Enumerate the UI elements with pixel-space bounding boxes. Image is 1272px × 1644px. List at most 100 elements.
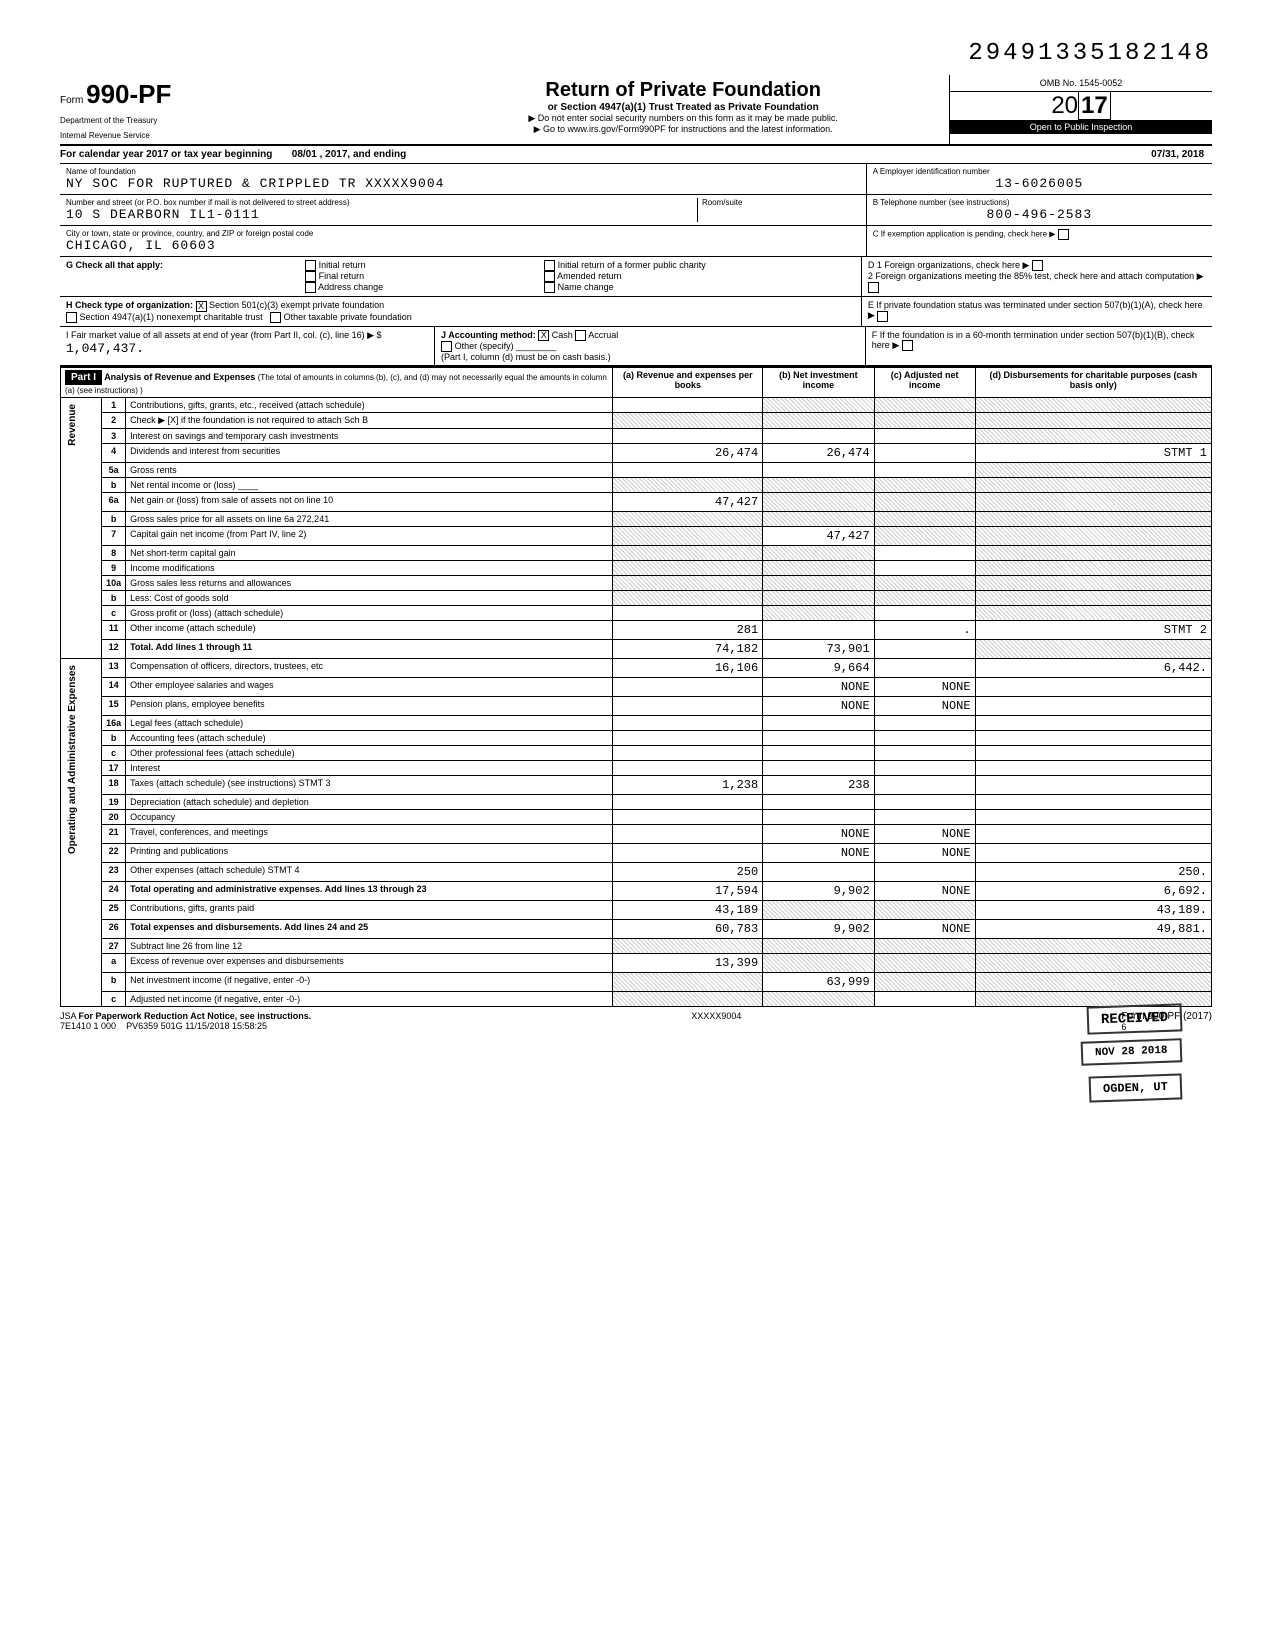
cell-d — [975, 412, 1211, 428]
city-label: City or town, state or province, country… — [66, 229, 860, 238]
cell-c — [874, 745, 975, 760]
table-row: 11Other income (attach schedule)281.STMT… — [61, 620, 1212, 639]
line-description: Income modifications — [126, 560, 613, 575]
line-description: Occupancy — [126, 809, 613, 824]
form-header: Form 990-PF Department of the Treasury I… — [60, 75, 1212, 146]
line-number: 5a — [102, 462, 126, 477]
form-number: Form 990-PF — [60, 79, 409, 110]
line-description: Gross sales price for all assets on line… — [126, 511, 613, 526]
col-a-header: (a) Revenue and expenses per books — [613, 367, 763, 397]
cell-a: 17,594 — [613, 881, 763, 900]
cell-c — [874, 526, 975, 545]
table-row: 12Total. Add lines 1 through 1174,18273,… — [61, 639, 1212, 658]
line-description: Total. Add lines 1 through 11 — [126, 639, 613, 658]
line-description: Net investment income (if negative, ente… — [126, 972, 613, 991]
line-description: Gross sales less returns and allowances — [126, 575, 613, 590]
cell-a — [613, 590, 763, 605]
cell-b — [763, 900, 874, 919]
line-description: Pension plans, employee benefits — [126, 696, 613, 715]
dept-irs: Internal Revenue Service — [60, 131, 409, 140]
ogden-stamp: OGDEN, UT — [1089, 1073, 1183, 1102]
line-number: b — [102, 972, 126, 991]
part1-table: Part I Analysis of Revenue and Expenses … — [60, 367, 1212, 1007]
line-number: 4 — [102, 443, 126, 462]
table-row: aExcess of revenue over expenses and dis… — [61, 953, 1212, 972]
line-description: Net gain or (loss) from sale of assets n… — [126, 492, 613, 511]
cell-a — [613, 462, 763, 477]
cell-a — [613, 526, 763, 545]
line-number: 8 — [102, 545, 126, 560]
cell-b — [763, 862, 874, 881]
cell-c — [874, 605, 975, 620]
line-description: Total operating and administrative expen… — [126, 881, 613, 900]
section-g-d: G Check all that apply: Initial return F… — [60, 257, 1212, 297]
cell-a — [613, 824, 763, 843]
cell-c — [874, 900, 975, 919]
table-row: 7Capital gain net income (from Part IV, … — [61, 526, 1212, 545]
part1-tag: Part I — [65, 370, 102, 385]
line-description: Interest on savings and temporary cash i… — [126, 428, 613, 443]
line-description: Net rental income or (loss) ____ — [126, 477, 613, 492]
cell-d: 250. — [975, 862, 1211, 881]
line-description: Other expenses (attach schedule) STMT 4 — [126, 862, 613, 881]
col-d-header: (d) Disbursements for charitable purpose… — [975, 367, 1211, 397]
cell-c — [874, 730, 975, 745]
cell-c — [874, 775, 975, 794]
revenue-label: Revenue — [61, 397, 102, 658]
cell-d: STMT 1 — [975, 443, 1211, 462]
ein-value: 13-6026005 — [873, 176, 1206, 191]
cell-c — [874, 715, 975, 730]
table-row: bNet rental income or (loss) ____ — [61, 477, 1212, 492]
line-number: 2 — [102, 412, 126, 428]
cell-b — [763, 991, 874, 1006]
cell-d — [975, 696, 1211, 715]
line-description: Contributions, gifts, grants, etc., rece… — [126, 397, 613, 412]
cell-d — [975, 972, 1211, 991]
line-description: Travel, conferences, and meetings — [126, 824, 613, 843]
name-label: Name of foundation — [66, 167, 860, 176]
phone-label: B Telephone number (see instructions) — [873, 198, 1206, 207]
cell-a — [613, 412, 763, 428]
cell-b — [763, 620, 874, 639]
line-description: Total expenses and disbursements. Add li… — [126, 919, 613, 938]
cell-d — [975, 730, 1211, 745]
cell-a — [613, 677, 763, 696]
cell-a — [613, 545, 763, 560]
cell-a: 43,189 — [613, 900, 763, 919]
line-number: 10a — [102, 575, 126, 590]
line-description: Compensation of officers, directors, tru… — [126, 658, 613, 677]
cell-c — [874, 412, 975, 428]
line-number: b — [102, 477, 126, 492]
table-row: 20Occupancy — [61, 809, 1212, 824]
cell-c — [874, 862, 975, 881]
cell-c — [874, 658, 975, 677]
table-row: Operating and Administrative Expenses13C… — [61, 658, 1212, 677]
section-e: E If private foundation status was termi… — [861, 297, 1212, 325]
cell-d — [975, 794, 1211, 809]
section-i-f: I Fair market value of all assets at end… — [60, 327, 1212, 367]
cell-a — [613, 560, 763, 575]
section-f: F If the foundation is in a 60-month ter… — [865, 327, 1212, 365]
line-description: Check ▶ [X] if the foundation is not req… — [126, 412, 613, 428]
cell-a — [613, 575, 763, 590]
cell-b — [763, 605, 874, 620]
table-row: 23Other expenses (attach schedule) STMT … — [61, 862, 1212, 881]
cell-c — [874, 545, 975, 560]
cell-d: 6,442. — [975, 658, 1211, 677]
cell-a — [613, 605, 763, 620]
cell-d: STMT 2 — [975, 620, 1211, 639]
cell-b — [763, 794, 874, 809]
table-row: cAdjusted net income (if negative, enter… — [61, 991, 1212, 1006]
cell-a: 13,399 — [613, 953, 763, 972]
table-row: bAccounting fees (attach schedule) — [61, 730, 1212, 745]
line-number: c — [102, 605, 126, 620]
line-description: Printing and publications — [126, 843, 613, 862]
line-number: 14 — [102, 677, 126, 696]
line-number: 26 — [102, 919, 126, 938]
page-footer: JSA For Paperwork Reduction Act Notice, … — [60, 1011, 1212, 1032]
cell-b: 9,902 — [763, 919, 874, 938]
cell-d: 49,881. — [975, 919, 1211, 938]
cell-a — [613, 794, 763, 809]
cell-c: NONE — [874, 843, 975, 862]
entity-info: Name of foundation NY SOC FOR RUPTURED &… — [60, 164, 1212, 257]
